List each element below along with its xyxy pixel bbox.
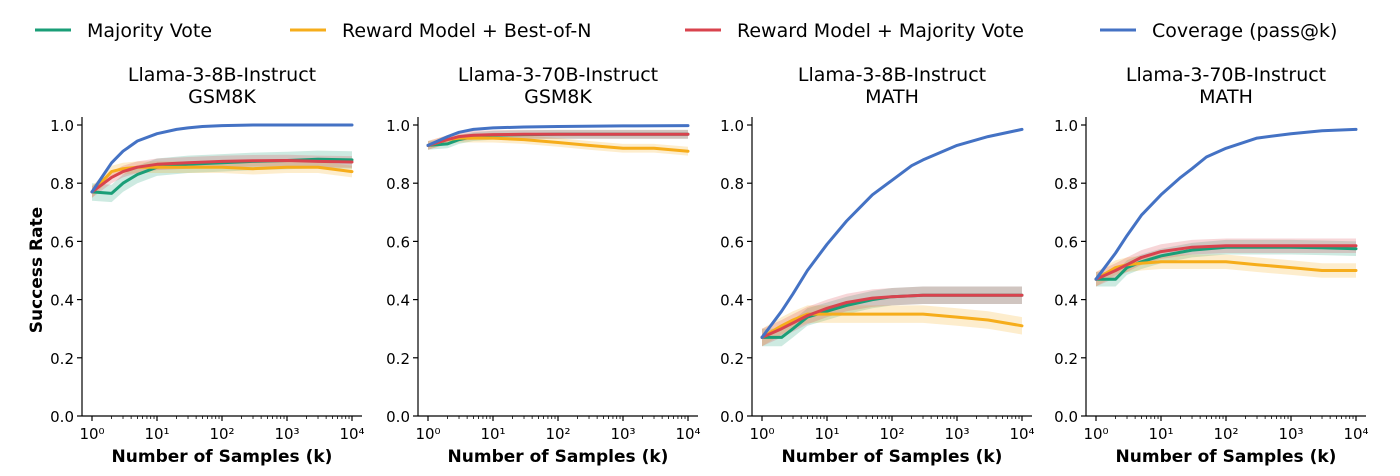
series-line [760,127,1024,339]
chart-panel: Llama-3-8B-Instruct GSM8K 0.0 0.2 0.4 0.6 0.8 1… [50,64,364,467]
series-line [90,123,354,194]
chart-title: Llama-3-8B-Instruct GSM8K [128,64,316,108]
legend: Majority Vote Reward Model + Best-of-N Rew… [35,20,1337,42]
y-tick-label: 0.8 [1054,175,1078,193]
x-tick-label: 10⁴ [1009,425,1034,443]
series-line [760,312,1024,339]
y-axis-label: Success Rate [27,207,47,333]
legend-entry: Coverage (pass@k) [1100,20,1337,42]
series-line [426,132,690,147]
x-tick-label: 10³ [274,425,299,443]
y-tick-label: 0.2 [1054,350,1078,368]
chart-title: Llama-3-70B-Instruct GSM8K [458,64,658,108]
y-tick-label: 1.0 [720,117,744,135]
chart-panel: Llama-3-70B-Instruct MATH 0.0 0.2 0.4 0.6 0.8 1… [1054,64,1368,467]
y-tick-label: 0.4 [720,292,744,310]
x-tick-label: 10¹ [1148,425,1173,443]
x-axis-label: Number of Samples (k) [112,447,333,467]
chart-panels: Llama-3-8B-Instruct GSM8K 0.0 0.2 0.4 0.6 0.8 1… [50,64,1368,467]
legend-label: Coverage (pass@k) [1152,20,1337,42]
y-tick-label: 0.4 [1054,292,1078,310]
x-tick-label: 10¹ [144,425,169,443]
y-tick-label: 0.4 [50,292,74,310]
series-line [426,124,690,147]
x-tick-label: 10³ [1278,425,1303,443]
x-tick-label: 10⁰ [79,425,104,443]
x-tick-label: 10⁰ [1083,425,1108,443]
y-tick-label: 1.0 [386,117,410,135]
x-tick-label: 10⁴ [339,425,364,443]
legend-entry: Reward Model + Best-of-N [290,20,591,42]
y-tick-label: 0.0 [1054,408,1078,426]
series-line [1094,244,1358,281]
y-tick-label: 0.6 [1054,233,1078,251]
series-line [90,159,354,194]
legend-label: Reward Model + Best-of-N [342,20,591,42]
legend-label: Reward Model + Majority Vote [737,20,1024,42]
y-tick-label: 0.0 [50,408,74,426]
y-tick-label: 1.0 [50,117,74,135]
series-line [760,293,1024,339]
y-tick-label: 0.8 [386,175,410,193]
x-tick-label: 10² [545,425,570,443]
x-axis-label: Number of Samples (k) [1116,447,1337,467]
x-tick-label: 10⁰ [749,425,774,443]
y-tick-label: 0.0 [720,408,744,426]
y-tick-label: 0.2 [50,350,74,368]
confidence-band [762,286,1022,347]
x-tick-label: 10⁰ [415,425,440,443]
chart-panel: Llama-3-70B-Instruct GSM8K 0.0 0.2 0.4 0.6 0.8… [386,64,700,467]
y-tick-label: 0.0 [386,408,410,426]
legend-entry: Majority Vote [35,20,212,42]
x-tick-label: 10³ [944,425,969,443]
chart-panel: Llama-3-8B-Instruct MATH 0.0 0.2 0.4 0.6 0.8 1.… [720,64,1034,467]
x-tick-label: 10⁴ [675,425,700,443]
series-line [1094,245,1358,281]
x-tick-label: 10⁴ [1343,425,1368,443]
y-tick-label: 0.8 [720,175,744,193]
confidence-band [92,161,352,198]
x-tick-label: 10² [879,425,904,443]
legend-label: Majority Vote [87,20,212,42]
series-line [1094,127,1358,281]
y-tick-label: 1.0 [1054,117,1078,135]
x-axis-label: Number of Samples (k) [448,447,669,467]
y-tick-label: 0.6 [386,233,410,251]
y-tick-label: 0.2 [720,350,744,368]
x-tick-label: 10² [1213,425,1238,443]
chart-title: Llama-3-8B-Instruct MATH [798,64,986,108]
x-axis-label: Number of Samples (k) [782,447,1003,467]
y-tick-label: 0.6 [720,233,744,251]
chart-title: Llama-3-70B-Instruct MATH [1126,64,1326,108]
confidence-band [762,286,1022,347]
legend-entry: Reward Model + Majority Vote [685,20,1024,42]
series-line [90,165,354,194]
x-tick-label: 10² [209,425,234,443]
x-tick-label: 10¹ [814,425,839,443]
x-tick-label: 10³ [610,425,635,443]
y-tick-label: 0.2 [386,350,410,368]
y-tick-label: 0.4 [386,292,410,310]
x-tick-label: 10¹ [480,425,505,443]
y-tick-label: 0.6 [50,233,74,251]
y-tick-label: 0.8 [50,175,74,193]
